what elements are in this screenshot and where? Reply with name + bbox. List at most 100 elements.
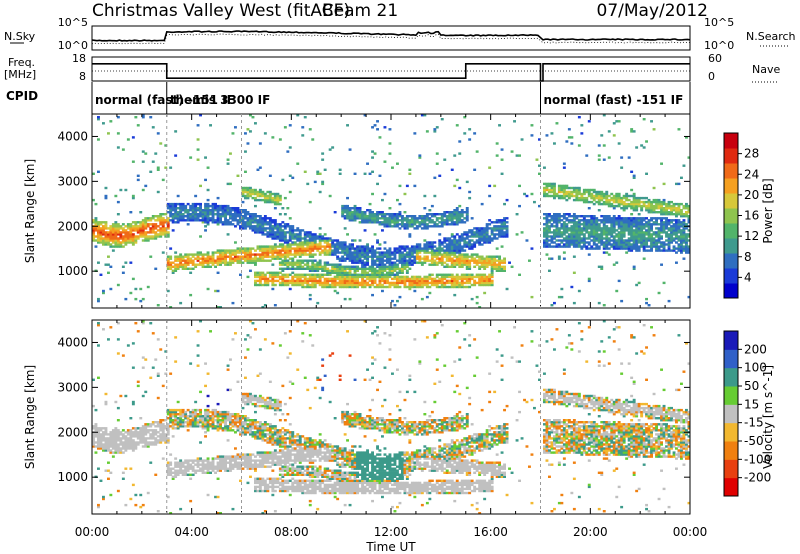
power-cell — [373, 217, 377, 220]
power-cell — [181, 217, 185, 220]
power-cell — [410, 221, 414, 224]
power-cell — [665, 204, 668, 208]
velocity-cell — [129, 497, 133, 501]
power-cell — [645, 200, 648, 204]
power-cell — [455, 178, 459, 182]
power-cell — [570, 192, 574, 196]
power-cell — [298, 239, 302, 242]
power-cell — [495, 227, 499, 230]
power-cell — [468, 255, 472, 258]
power-cell — [470, 233, 474, 236]
velocity-cell — [114, 443, 118, 446]
power-cell — [463, 263, 467, 266]
power-cell — [440, 241, 444, 244]
power-cell — [126, 138, 130, 141]
power-cell — [455, 209, 459, 212]
power-cell — [562, 227, 566, 230]
velocity-cell — [92, 378, 95, 381]
power-cell — [271, 231, 275, 234]
velocity-cell — [114, 400, 118, 404]
power-cell — [378, 213, 382, 216]
power-cell — [435, 281, 439, 285]
power-cell — [430, 241, 434, 244]
power-cell — [680, 233, 683, 236]
power-cell — [206, 211, 210, 214]
power-cell — [126, 231, 130, 234]
power-cell — [261, 275, 265, 279]
power-cell — [278, 239, 282, 242]
power-cell — [398, 223, 402, 226]
power-cell — [433, 261, 437, 264]
power-cell — [677, 227, 681, 230]
power-cell — [448, 253, 452, 256]
power-cell — [381, 215, 384, 218]
power-cell — [413, 215, 417, 218]
power-cell — [109, 265, 113, 268]
velocity-cell — [109, 451, 113, 454]
power-cell — [470, 235, 474, 238]
power-cell — [672, 229, 676, 232]
power-cell — [478, 257, 482, 260]
power-cell — [341, 277, 345, 281]
power-cell — [478, 233, 482, 236]
power-cell — [620, 243, 624, 246]
power-cell — [139, 225, 143, 228]
power-cell — [468, 235, 472, 238]
power-cell — [343, 259, 347, 262]
power-cell — [458, 235, 462, 238]
power-cell — [221, 261, 225, 264]
power-cell — [398, 269, 402, 272]
power-cell — [316, 172, 320, 175]
power-cell — [577, 227, 581, 230]
power-cell — [662, 211, 666, 214]
power-cell — [557, 196, 561, 200]
power-cell — [640, 219, 644, 222]
power-cell — [204, 225, 207, 228]
velocity-cell — [131, 441, 135, 444]
power-cell — [114, 223, 118, 226]
power-cell — [134, 235, 138, 238]
power-cell — [199, 215, 202, 218]
velocity-cell — [111, 441, 115, 444]
power-cell — [358, 259, 362, 262]
power-cell — [675, 251, 678, 254]
power-cell — [107, 227, 110, 230]
power-cell — [102, 291, 105, 295]
power-cell — [685, 215, 688, 218]
power-cell — [388, 263, 392, 266]
power-cell — [149, 235, 153, 238]
velocity-cell — [114, 437, 118, 440]
power-cell — [622, 202, 626, 206]
power-cell — [263, 196, 267, 200]
power-cell — [286, 249, 290, 252]
power-cell — [503, 265, 506, 268]
power-cell — [677, 239, 681, 242]
power-cell — [161, 227, 165, 230]
power-cell — [116, 146, 120, 149]
power-cell — [567, 190, 571, 194]
power-cell — [373, 277, 377, 281]
velocity-cell — [111, 429, 115, 432]
power-cell — [336, 267, 340, 270]
power-cell — [597, 200, 601, 204]
power-cell — [301, 251, 305, 254]
power-cell — [176, 213, 180, 216]
power-cell — [169, 211, 173, 214]
power-cell — [530, 134, 534, 137]
power-cell — [572, 221, 576, 224]
power-cell — [498, 269, 501, 272]
power-cell — [640, 237, 644, 240]
power-cell — [338, 168, 342, 171]
power-cell — [425, 279, 429, 283]
power-cell — [622, 221, 626, 224]
power-cell — [244, 170, 247, 173]
power-cell — [371, 269, 374, 272]
power-cell — [580, 231, 584, 234]
power-cell — [473, 231, 477, 234]
velocity-cell — [141, 435, 145, 438]
power-cell — [348, 213, 352, 216]
power-cell — [306, 283, 310, 287]
power-cell — [341, 249, 345, 252]
power-cell — [615, 239, 619, 242]
power-cell — [288, 217, 292, 220]
